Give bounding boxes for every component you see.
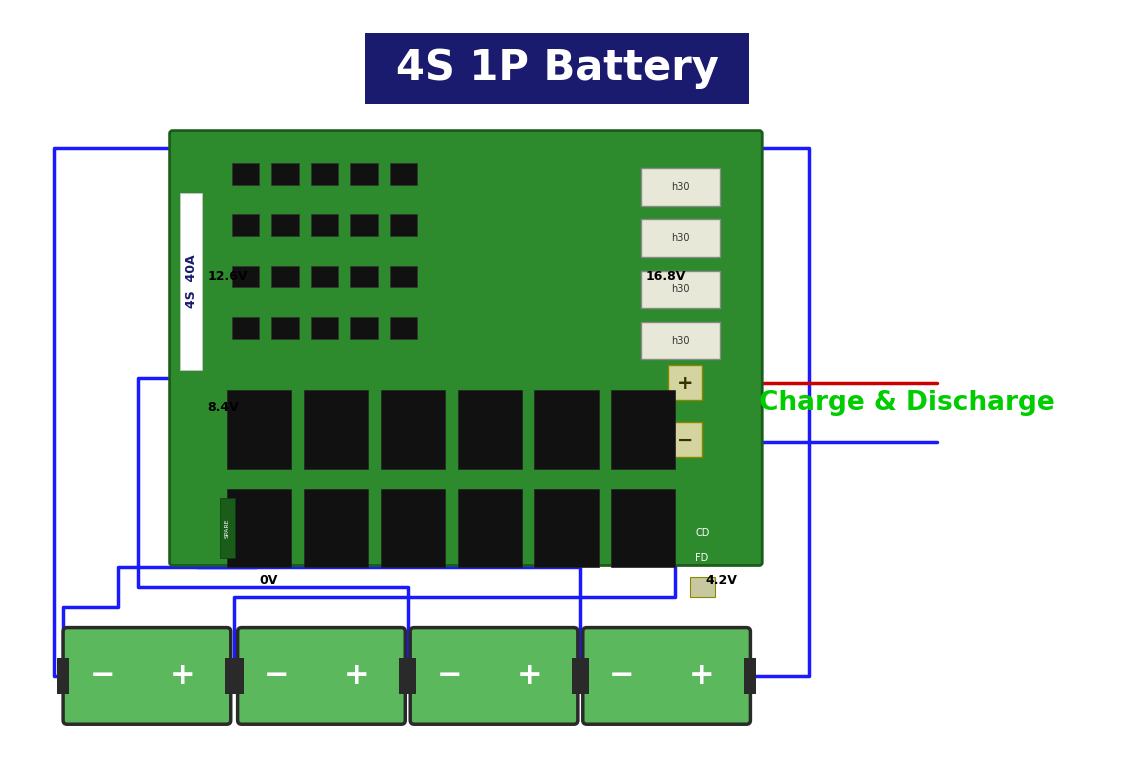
FancyBboxPatch shape (583, 628, 750, 724)
FancyBboxPatch shape (271, 215, 298, 236)
FancyBboxPatch shape (350, 317, 377, 339)
Bar (58, 659, 69, 694)
Text: +: + (344, 662, 370, 690)
FancyBboxPatch shape (611, 489, 676, 567)
Text: 4S  40A: 4S 40A (185, 255, 198, 308)
FancyBboxPatch shape (365, 33, 749, 104)
FancyBboxPatch shape (237, 628, 406, 724)
FancyBboxPatch shape (350, 215, 377, 236)
Text: SPARE: SPARE (224, 518, 229, 538)
Text: +: + (689, 662, 714, 690)
Text: −: − (677, 431, 694, 450)
FancyBboxPatch shape (350, 163, 377, 185)
FancyBboxPatch shape (311, 317, 338, 339)
FancyBboxPatch shape (232, 266, 260, 287)
Bar (232, 659, 244, 694)
Text: h30: h30 (671, 233, 689, 243)
Text: Charge & Discharge: Charge & Discharge (759, 390, 1055, 416)
FancyBboxPatch shape (534, 390, 599, 469)
FancyBboxPatch shape (232, 317, 260, 339)
FancyBboxPatch shape (381, 390, 445, 469)
FancyBboxPatch shape (311, 163, 338, 185)
FancyBboxPatch shape (232, 163, 260, 185)
FancyBboxPatch shape (611, 390, 676, 469)
Text: h30: h30 (671, 182, 689, 191)
FancyBboxPatch shape (181, 193, 202, 371)
FancyBboxPatch shape (227, 489, 290, 567)
Bar (572, 659, 584, 694)
FancyBboxPatch shape (381, 489, 445, 567)
FancyBboxPatch shape (641, 219, 720, 257)
Bar (745, 659, 756, 694)
Text: h30: h30 (671, 336, 689, 346)
FancyBboxPatch shape (641, 271, 720, 308)
Text: 4S 1P Battery: 4S 1P Battery (396, 48, 719, 90)
FancyBboxPatch shape (390, 215, 417, 236)
Text: +: + (677, 374, 694, 392)
FancyBboxPatch shape (458, 489, 522, 567)
FancyBboxPatch shape (227, 390, 290, 469)
Text: 4.2V: 4.2V (705, 574, 737, 587)
Text: −: − (89, 662, 115, 690)
FancyBboxPatch shape (311, 215, 338, 236)
FancyBboxPatch shape (63, 628, 231, 724)
Text: 16.8V: 16.8V (646, 270, 686, 283)
Bar (399, 659, 411, 694)
Text: 8.4V: 8.4V (207, 401, 238, 415)
FancyBboxPatch shape (271, 317, 298, 339)
FancyBboxPatch shape (390, 266, 417, 287)
Text: 0V: 0V (260, 574, 278, 587)
FancyBboxPatch shape (304, 390, 367, 469)
FancyBboxPatch shape (641, 322, 720, 360)
Text: +: + (170, 662, 194, 690)
Text: +: + (516, 662, 542, 690)
FancyBboxPatch shape (534, 489, 599, 567)
FancyBboxPatch shape (668, 422, 702, 457)
FancyBboxPatch shape (410, 628, 577, 724)
Bar (405, 659, 416, 694)
Text: 12.6V: 12.6V (207, 270, 247, 283)
Bar (225, 659, 236, 694)
FancyBboxPatch shape (311, 266, 338, 287)
FancyBboxPatch shape (641, 168, 720, 205)
Text: CD: CD (695, 528, 710, 538)
FancyBboxPatch shape (668, 365, 702, 400)
FancyBboxPatch shape (271, 266, 298, 287)
FancyBboxPatch shape (690, 577, 715, 597)
FancyBboxPatch shape (390, 163, 417, 185)
FancyBboxPatch shape (220, 499, 235, 557)
Text: −: − (609, 662, 635, 690)
FancyBboxPatch shape (458, 390, 522, 469)
FancyBboxPatch shape (170, 130, 763, 565)
Text: FD: FD (695, 553, 709, 563)
Bar (576, 659, 589, 694)
FancyBboxPatch shape (304, 489, 367, 567)
FancyBboxPatch shape (232, 215, 260, 236)
Text: h30: h30 (671, 284, 689, 294)
FancyBboxPatch shape (271, 163, 298, 185)
FancyBboxPatch shape (350, 266, 377, 287)
Text: −: − (264, 662, 289, 690)
FancyBboxPatch shape (390, 317, 417, 339)
Text: −: − (436, 662, 462, 690)
